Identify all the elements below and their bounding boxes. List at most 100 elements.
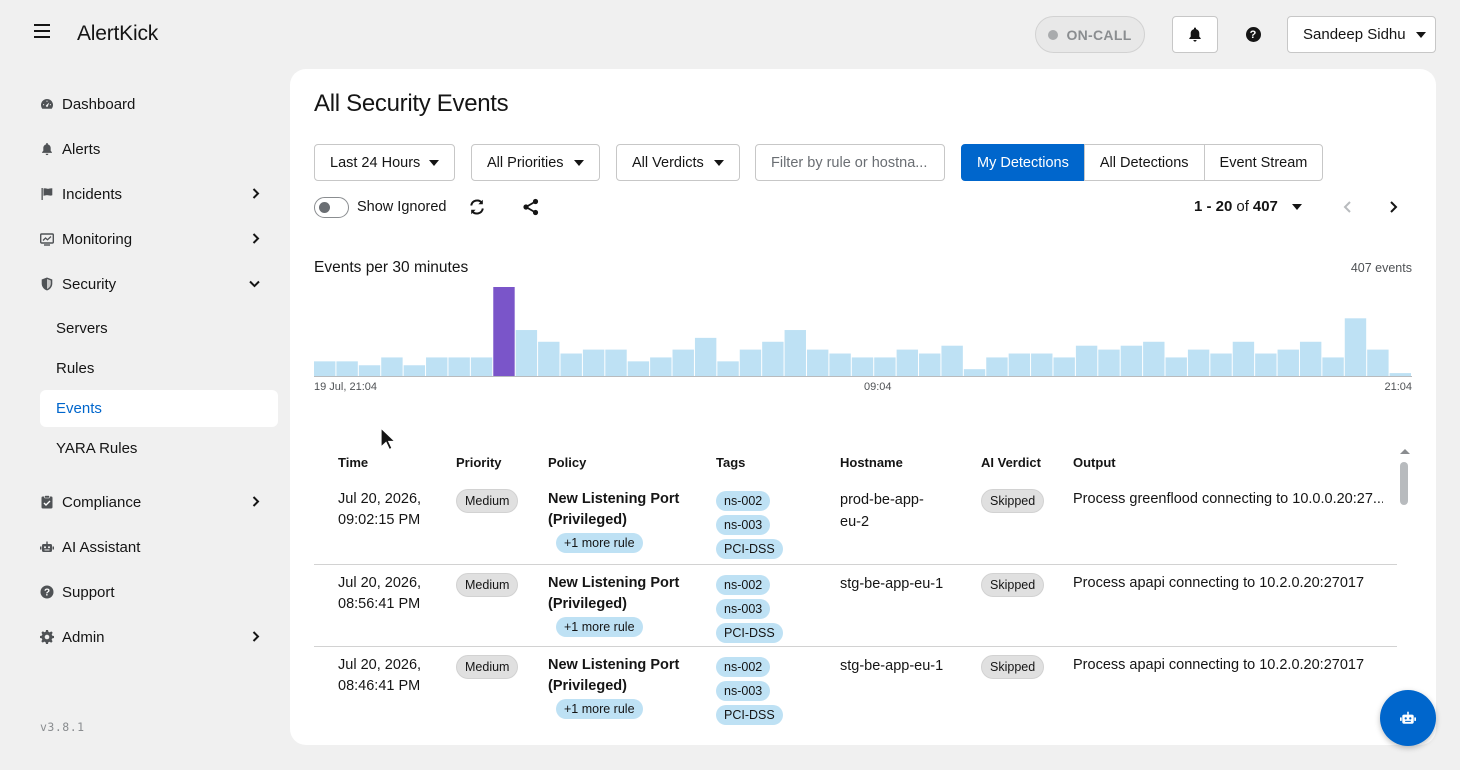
histogram-bar[interactable] <box>806 349 829 377</box>
previous-page-icon[interactable] <box>1340 199 1356 215</box>
histogram-bar[interactable] <box>1277 349 1299 377</box>
histogram-bar[interactable] <box>314 361 336 377</box>
histogram-bar[interactable] <box>739 349 762 377</box>
histogram-bar[interactable] <box>650 357 672 377</box>
pagination-range-dropdown[interactable]: 1 - 20 of 407 <box>1194 198 1302 215</box>
sidebar-item-admin[interactable]: Admin <box>40 617 278 657</box>
tag-badge: PCI-DSS <box>716 623 783 643</box>
histogram-bar[interactable] <box>1143 341 1165 377</box>
show-ignored-toggle[interactable] <box>314 197 349 218</box>
histogram-bar[interactable] <box>717 361 739 377</box>
sidebar-item-alerts[interactable]: Alerts <box>40 129 278 169</box>
user-name: Sandeep Sidhu <box>1303 26 1406 43</box>
table-row[interactable]: Jul 20, 2026, 08:46:41 PM Medium New List… <box>314 647 1397 729</box>
tab-event-stream[interactable]: Event Stream <box>1203 144 1324 181</box>
histogram-bar[interactable] <box>1008 353 1031 377</box>
histogram-bar[interactable] <box>403 365 426 377</box>
histogram-bar[interactable] <box>762 341 784 377</box>
histogram-bar[interactable] <box>896 349 919 377</box>
histogram-bar[interactable] <box>1053 357 1075 377</box>
table-row[interactable]: Jul 20, 2026, 09:02:15 PM Medium New List… <box>314 479 1397 565</box>
tab-my-detections[interactable]: My Detections <box>961 144 1085 181</box>
histogram-bar[interactable] <box>1031 353 1053 377</box>
histogram-bar[interactable] <box>1210 353 1232 377</box>
tags-cell: ns-002 ns-003 PCI-DSS <box>716 491 783 559</box>
histogram-bar[interactable] <box>784 330 806 377</box>
sidebar-label-ai-assistant: AI Assistant <box>62 538 141 556</box>
table-scrollbar[interactable] <box>1400 462 1408 505</box>
time-range-dropdown[interactable]: Last 24 Hours <box>314 144 455 181</box>
histogram-bar[interactable] <box>1165 357 1187 377</box>
pagination-of: of <box>1236 198 1249 215</box>
priority-dropdown[interactable]: All Priorities <box>471 144 600 181</box>
chevron-right-icon <box>252 496 260 507</box>
hamburger-menu-icon[interactable] <box>34 24 50 44</box>
notifications-button[interactable] <box>1172 16 1218 53</box>
histogram-bar[interactable] <box>1299 341 1322 377</box>
histogram-bar[interactable] <box>1322 357 1344 377</box>
histogram-bar[interactable] <box>582 349 605 377</box>
histogram-bar[interactable] <box>1367 349 1389 377</box>
sidebar-item-support[interactable]: ? Support <box>40 572 278 612</box>
histogram-bar[interactable] <box>1075 345 1098 377</box>
more-rule-badge[interactable]: +1 more rule <box>556 617 643 637</box>
histogram-bar[interactable] <box>1389 373 1411 377</box>
priority-value: All Priorities <box>487 154 564 171</box>
sidebar-item-ai-assistant[interactable]: AI Assistant <box>40 527 278 567</box>
histogram-bar[interactable] <box>1344 318 1367 377</box>
histogram-bar[interactable] <box>426 357 448 377</box>
histogram-bar[interactable] <box>605 349 627 377</box>
histogram-bar[interactable] <box>919 353 941 377</box>
sidebar-item-compliance[interactable]: Compliance <box>40 482 278 522</box>
verdict-dropdown[interactable]: All Verdicts <box>616 144 740 181</box>
histogram-bar[interactable] <box>829 353 851 377</box>
help-button[interactable]: ? <box>1238 16 1268 53</box>
time-range-value: Last 24 Hours <box>330 154 421 171</box>
histogram-bar[interactable] <box>963 369 986 377</box>
user-menu-button[interactable]: Sandeep Sidhu <box>1287 16 1436 53</box>
on-call-toggle[interactable]: ON-CALL <box>1035 16 1145 53</box>
histogram-bar[interactable] <box>1232 341 1255 377</box>
histogram-bar[interactable] <box>874 357 896 377</box>
ai-assistant-fab[interactable] <box>1380 690 1436 746</box>
histogram-bar[interactable] <box>986 357 1008 377</box>
more-rule-badge[interactable]: +1 more rule <box>556 533 643 553</box>
sidebar-item-security[interactable]: Security <box>40 264 278 304</box>
tab-all-detections[interactable]: All Detections <box>1083 144 1205 181</box>
sidebar-item-dashboard[interactable]: Dashboard <box>40 84 278 124</box>
histogram-bar[interactable] <box>538 341 560 377</box>
histogram-bar[interactable] <box>381 357 403 377</box>
histogram-bar[interactable] <box>470 357 493 377</box>
histogram-bar[interactable] <box>560 353 582 377</box>
sidebar-subitem-servers[interactable]: Servers <box>56 320 108 337</box>
more-rule-badge[interactable]: +1 more rule <box>556 699 643 719</box>
sidebar-item-monitoring[interactable]: Monitoring <box>40 219 278 259</box>
histogram-bar[interactable] <box>358 365 381 377</box>
histogram-bar[interactable] <box>694 337 717 377</box>
histogram-bar[interactable] <box>1255 353 1277 377</box>
scroll-up-arrow-icon[interactable] <box>1400 449 1410 454</box>
histogram-bar[interactable] <box>627 361 650 377</box>
histogram-bar[interactable] <box>1120 345 1143 377</box>
histogram-bar[interactable] <box>1187 349 1210 377</box>
histogram-bar[interactable] <box>336 361 358 377</box>
chevron-right-icon <box>252 631 260 642</box>
sidebar-subitem-rules[interactable]: Rules <box>56 360 95 377</box>
histogram-bar[interactable] <box>515 330 538 377</box>
histogram-bar[interactable] <box>851 357 874 377</box>
search-input[interactable] <box>755 144 945 181</box>
histogram-bar[interactable] <box>672 349 694 377</box>
histogram-bar[interactable] <box>448 357 470 377</box>
sidebar-subitem-yara-rules[interactable]: YARA Rules <box>56 440 138 457</box>
histogram-bar[interactable] <box>941 345 963 377</box>
sidebar-item-incidents[interactable]: Incidents <box>40 174 278 214</box>
show-ignored-label: Show Ignored <box>357 199 447 215</box>
event-time: Jul 20, 2026, 08:56:41 PM <box>338 575 422 612</box>
next-page-icon[interactable] <box>1385 199 1401 215</box>
table-row[interactable]: Jul 20, 2026, 08:56:41 PM Medium New List… <box>314 565 1397 647</box>
histogram-bar[interactable] <box>493 287 515 377</box>
refresh-icon[interactable] <box>468 198 486 216</box>
share-icon[interactable] <box>522 198 540 216</box>
histogram-bar[interactable] <box>1098 349 1120 377</box>
sidebar-subitem-events[interactable]: Events <box>40 390 278 427</box>
